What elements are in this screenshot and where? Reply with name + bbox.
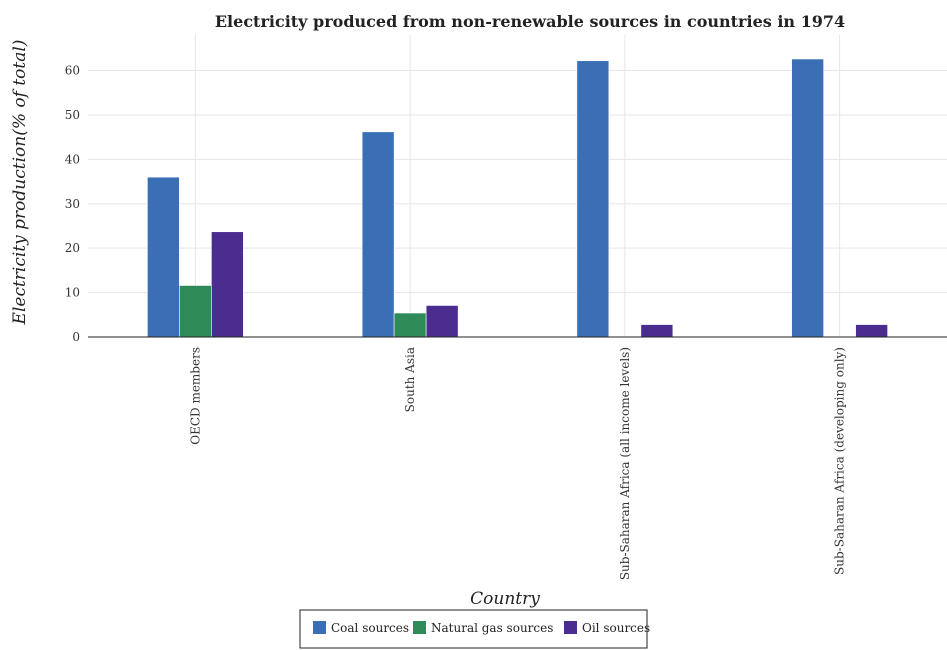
y-axis-label: Electricity production(% of total) — [10, 40, 30, 326]
y-tick-label: 30 — [65, 197, 80, 211]
bar-oil-sources — [855, 324, 888, 338]
legend-entry: Natural gas sources — [431, 621, 553, 635]
y-tick-label: 10 — [65, 286, 80, 300]
x-tick-label: OECD members — [188, 347, 202, 445]
x-tick-label: Sub-Saharan Africa (developing only) — [833, 347, 847, 575]
legend-swatch — [564, 621, 577, 634]
bar-natural-gas-sources — [179, 285, 212, 338]
y-tick-label: 60 — [65, 64, 80, 78]
bar-coal-sources — [791, 58, 824, 338]
bar-coal-sources — [576, 60, 610, 338]
legend-entry: Oil sources — [582, 621, 650, 635]
legend-box — [299, 609, 648, 649]
y-tick-labels: 0 10 20 30 40 50 60 — [65, 64, 80, 344]
bar-oil-sources — [425, 305, 459, 338]
chart-title: Electricity produced from non-renewable … — [215, 12, 845, 31]
x-axis-label: Country — [470, 589, 540, 609]
legend: Coal sources Natural gas sources Oil sourc… — [299, 609, 650, 649]
x-tick-label: Sub-Saharan Africa (all income levels) — [618, 347, 632, 580]
bar-coal-sources — [361, 131, 395, 338]
legend-swatch — [313, 621, 326, 634]
x-tick-label: South Asia — [403, 347, 417, 412]
bar-natural-gas-sources — [393, 312, 427, 338]
y-tick-label: 40 — [65, 152, 80, 166]
legend-swatch — [413, 621, 426, 634]
bar-oil-sources — [640, 324, 674, 338]
y-tick-label: 20 — [65, 241, 80, 255]
y-tick-label: 0 — [72, 330, 80, 344]
bars — [147, 58, 888, 338]
legend-entry: Coal sources — [331, 621, 409, 635]
bar-coal-sources — [147, 176, 180, 338]
bar-oil-sources — [211, 231, 244, 338]
y-tick-label: 50 — [65, 108, 80, 122]
x-tick-labels: OECD members South Asia Sub-Saharan Africa… — [188, 347, 846, 580]
